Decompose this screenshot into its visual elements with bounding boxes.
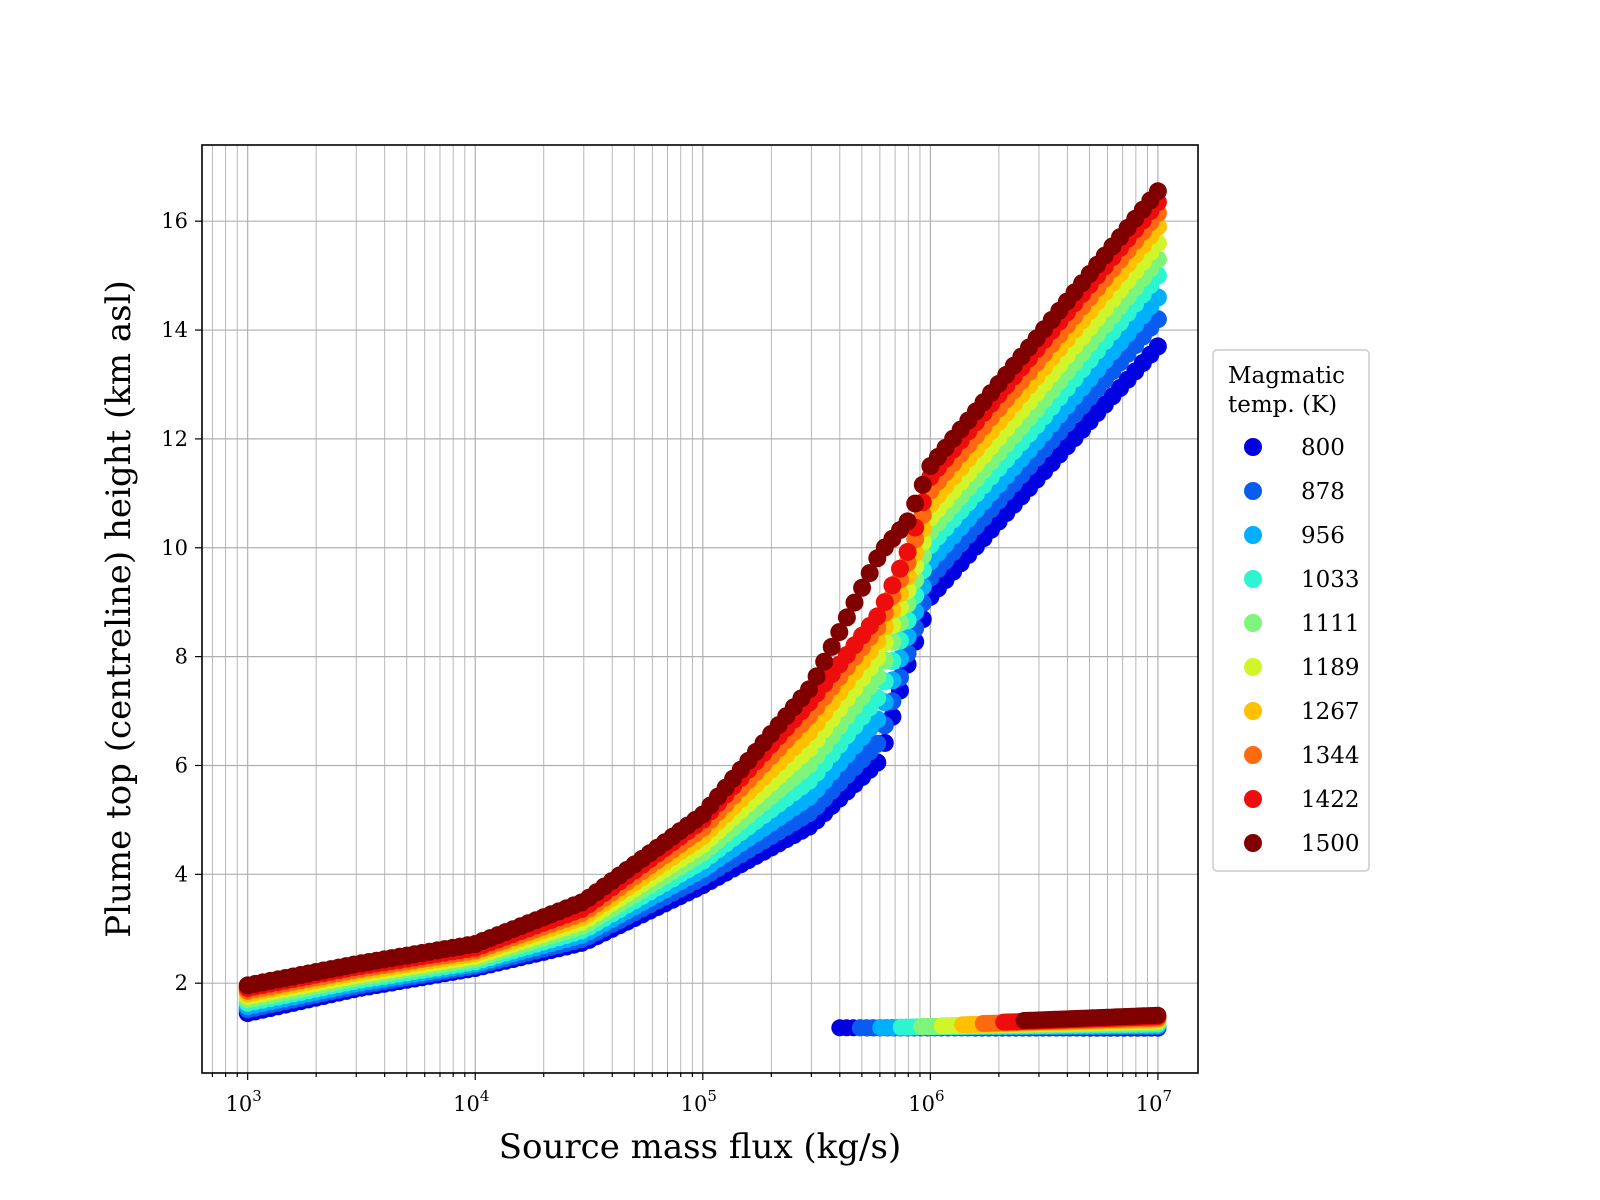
plot-frame [201, 144, 1199, 1074]
y-tick-label: 2 [175, 971, 188, 995]
point-1500 [845, 593, 864, 612]
legend-marker-1500 [1244, 834, 1262, 852]
y-tick-label: 4 [175, 862, 188, 886]
legend-label-1500: 1500 [1301, 831, 1360, 857]
legend-marker-956 [1244, 526, 1262, 544]
y-tick-label: 8 [175, 645, 188, 669]
point-1500 [906, 494, 925, 513]
point-878 [868, 734, 887, 753]
major-gridlines [202, 145, 1198, 1073]
legend-marker-1189 [1244, 658, 1262, 676]
legend-title-line-1: Magmatic [1228, 363, 1345, 389]
y-axis-label: Plume top (centreline) height (km asl) [99, 280, 139, 938]
legend: Magmatic temp. (K) 800 878 956 1033 1111 1189… [1212, 349, 1370, 872]
point-800 [1148, 337, 1167, 356]
point-1422 [898, 543, 917, 561]
legend-label-878: 878 [1301, 479, 1345, 505]
point-1422 [875, 593, 894, 612]
legend-marker-1033 [1244, 570, 1262, 588]
legend-box [1212, 349, 1370, 872]
point-1500 [807, 667, 826, 686]
point-1422 [868, 607, 887, 626]
point-1500 [898, 512, 917, 531]
series-1500 [238, 182, 1167, 995]
legend-title-line-2: temp. (K) [1228, 392, 1337, 418]
point-1500 [815, 652, 834, 671]
legend-marker-1422 [1244, 790, 1262, 808]
legend-marker-1344 [1244, 746, 1262, 764]
minor-gridlines [211, 145, 1148, 1073]
legend-label-1111: 1111 [1301, 611, 1360, 637]
legend-marker-1267 [1244, 702, 1262, 720]
x-axis-label: Source mass flux (kg/s) [499, 1127, 901, 1167]
legend-label-956: 956 [1301, 523, 1345, 549]
y-tick-label: 12 [161, 427, 188, 451]
point-1500 [913, 475, 932, 494]
x-tick-label: 103 [226, 1087, 262, 1116]
x-tick-label: 105 [681, 1087, 717, 1116]
legend-label-1033: 1033 [1301, 567, 1360, 593]
y-tick-label: 6 [175, 753, 188, 777]
legend-label-1344: 1344 [1301, 743, 1360, 769]
legend-label-1422: 1422 [1301, 787, 1360, 813]
point-1500 [860, 564, 879, 583]
point-1500 [800, 680, 818, 699]
low-point-1500 [1149, 1006, 1167, 1024]
legend-marker-1111 [1244, 614, 1262, 632]
x-tick-label: 104 [453, 1087, 489, 1116]
point-1500 [853, 578, 872, 597]
scatter-points [238, 182, 1167, 1037]
point-1500 [830, 623, 849, 642]
x-tick-label: 106 [908, 1087, 944, 1116]
point-1500 [822, 637, 841, 656]
legend-label-1189: 1189 [1301, 655, 1360, 681]
legend-entries: 800 878 956 1033 1111 1189 1267 1344 1422 1500 [1244, 435, 1360, 857]
point-1422 [891, 559, 909, 578]
y-axis-ticks: 2 4 6 8 10 12 14 16 [161, 209, 202, 995]
legend-marker-800 [1244, 438, 1262, 456]
legend-marker-878 [1244, 482, 1262, 500]
legend-label-800: 800 [1301, 435, 1345, 461]
point-1500 [837, 608, 856, 627]
point-1500 [1148, 182, 1167, 201]
x-axis-ticks: 103 104 105 106 107 [211, 1073, 1172, 1116]
legend-label-1267: 1267 [1301, 699, 1360, 725]
y-tick-label: 10 [161, 536, 188, 560]
y-tick-label: 16 [161, 209, 188, 233]
low-branch-points [831, 1006, 1167, 1037]
point-1422 [883, 576, 902, 595]
x-tick-label: 107 [1136, 1087, 1172, 1116]
y-tick-label: 14 [161, 318, 188, 342]
